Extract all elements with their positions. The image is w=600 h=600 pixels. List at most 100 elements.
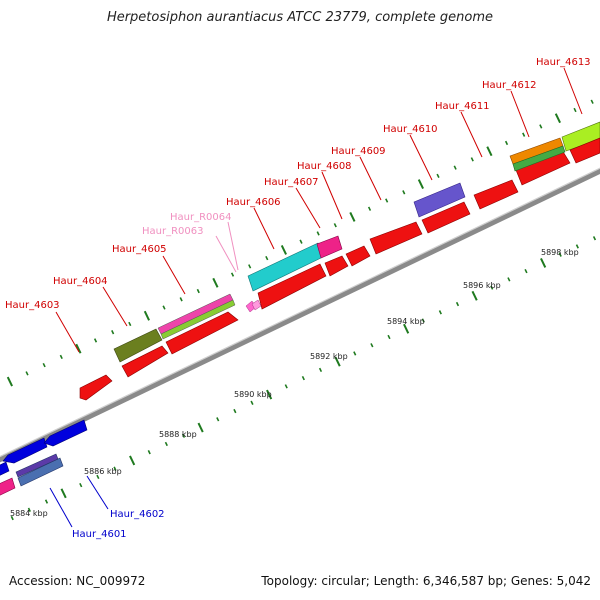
gene-haur-4608-box[interactable] [324, 255, 349, 277]
scale-tick [147, 450, 151, 455]
scale-tick [575, 244, 579, 249]
scale-tick [387, 334, 391, 340]
scale-tick [333, 223, 337, 228]
scale-tick [455, 301, 460, 307]
scale-tick [301, 375, 305, 381]
scale-label: 5890 kbp [234, 390, 272, 399]
gene-edge-pink-box[interactable] [0, 477, 16, 500]
scale-tick [592, 236, 597, 241]
gene-haur-4611-box[interactable] [473, 179, 519, 210]
scale-tick [402, 190, 406, 195]
gene-haur-4603-box[interactable] [79, 374, 113, 401]
gene-haur-4602b-box[interactable] [43, 419, 88, 447]
leader-haur-4613 [563, 67, 583, 115]
gene-haur-4612c-box[interactable] [512, 145, 566, 172]
scale-label: 5888 kbp [159, 430, 197, 439]
gene-label[interactable]: Haur_R0064 [170, 212, 232, 223]
scale-tick [504, 140, 509, 146]
scale-tick [60, 488, 67, 499]
leader-haur-4604 [102, 286, 128, 327]
leader-haur-4608 [321, 171, 343, 220]
scale-tick [59, 354, 63, 360]
scale-tick [25, 371, 29, 376]
scale-tick [367, 206, 372, 211]
gene-label[interactable]: Haur_4613 [536, 57, 591, 68]
scale-tick [385, 198, 389, 203]
gene-haur-4602-box[interactable] [2, 437, 48, 464]
gene-label[interactable]: Haur_4602 [110, 509, 165, 520]
scale-tick [284, 384, 288, 389]
leader-haur-4605 [162, 255, 186, 295]
leader-haur-4610 [409, 134, 433, 181]
leader-haur-4602 [86, 475, 109, 510]
scale-tick [490, 285, 494, 290]
scale-tick [181, 433, 186, 438]
gene-label[interactable]: Haur_4609 [331, 146, 386, 157]
leader-haur-r0063 [215, 235, 237, 273]
gene-haur-4613b-box[interactable] [569, 137, 600, 164]
scale-tick [79, 482, 83, 488]
scale-tick [250, 400, 254, 405]
scale-tick [471, 290, 478, 301]
leader-haur-4601 [49, 487, 73, 528]
scale-tick [334, 356, 341, 367]
scale-tick [403, 323, 410, 334]
gene-haur-4609-box[interactable] [345, 245, 371, 267]
scale-tick [438, 310, 442, 315]
scale-tick [143, 310, 150, 321]
scale-tick [522, 132, 526, 137]
leader-haur-4611 [460, 111, 483, 158]
gene-label[interactable]: Haur_4603 [5, 300, 60, 311]
gene-haur-4607b-box[interactable] [257, 263, 327, 310]
gene-haur-4605-box[interactable] [165, 311, 239, 355]
gene-haur-4609b-box[interactable] [369, 221, 423, 255]
gene-haur-4607-box[interactable] [316, 235, 343, 259]
gene-label[interactable]: Haur_4601 [72, 529, 127, 540]
gene-label[interactable]: Haur_4612 [482, 80, 537, 91]
scale-label: 5894 kbp [387, 317, 425, 326]
gene-label[interactable]: Haur_4604 [53, 276, 108, 287]
gene-edge-blue-box[interactable] [0, 461, 10, 480]
gene-haur-4601b-box[interactable] [15, 453, 59, 478]
scale-tick [162, 305, 166, 310]
scale-labels: 5884 kbp 5886 kbp 5888 kbp 5890 kbp 5892… [10, 248, 579, 518]
gene-label[interactable]: Haur_4606 [226, 197, 281, 208]
gene-label[interactable]: Haur_4610 [383, 124, 438, 135]
gene-label[interactable]: Haur_4605 [112, 244, 167, 255]
scale-tick [129, 455, 136, 466]
gene-label[interactable]: Haur_4607 [264, 177, 319, 188]
scale-tick [349, 212, 356, 222]
scale-tick [10, 515, 14, 521]
scale-tick [280, 244, 287, 255]
gene-label[interactable]: Haur_4608 [297, 161, 352, 172]
scale-label: 5896 kbp [463, 281, 501, 290]
scale-tick [558, 252, 562, 257]
gene-label[interactable]: Haur_4611 [435, 101, 490, 112]
map-title: Herpetosiphon aurantiacus ATCC 23779, co… [106, 10, 494, 25]
scale-tick [164, 441, 168, 447]
gene-multi-stripe-2-box[interactable] [160, 299, 236, 340]
accession-text: Accession: NC_009972 [9, 574, 146, 588]
scale-tick [196, 288, 200, 294]
gene-haur-4604b-box[interactable] [121, 345, 169, 378]
scale-tick [248, 264, 252, 269]
gene-haur-4610-box[interactable] [413, 182, 466, 218]
gene-label[interactable]: Haur_R0063 [142, 226, 204, 237]
scale-tick [318, 367, 323, 373]
scale-tick [216, 417, 220, 422]
scale-tick [93, 338, 98, 343]
gene-haur-4610b-box[interactable] [421, 201, 471, 234]
scale-tick [486, 146, 493, 157]
scale-tick [197, 422, 204, 433]
gene-haur-4613-box[interactable] [561, 121, 600, 152]
leader-haur-r0064 [227, 221, 239, 271]
summary-text: Topology: circular; Length: 6,346,587 bp… [261, 574, 591, 588]
gene-haur-4604-box[interactable] [113, 328, 163, 363]
scale-label: 5884 kbp [10, 509, 48, 518]
scale-tick [470, 157, 474, 162]
scale-tick [540, 257, 547, 268]
leader-haur-4609 [359, 156, 382, 201]
scale-tick [233, 408, 237, 414]
scale-tick [316, 231, 320, 236]
